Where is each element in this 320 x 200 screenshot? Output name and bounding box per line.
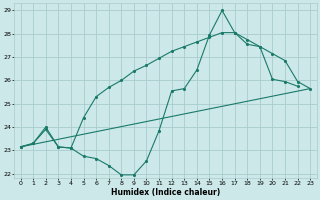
X-axis label: Humidex (Indice chaleur): Humidex (Indice chaleur) [111, 188, 220, 197]
